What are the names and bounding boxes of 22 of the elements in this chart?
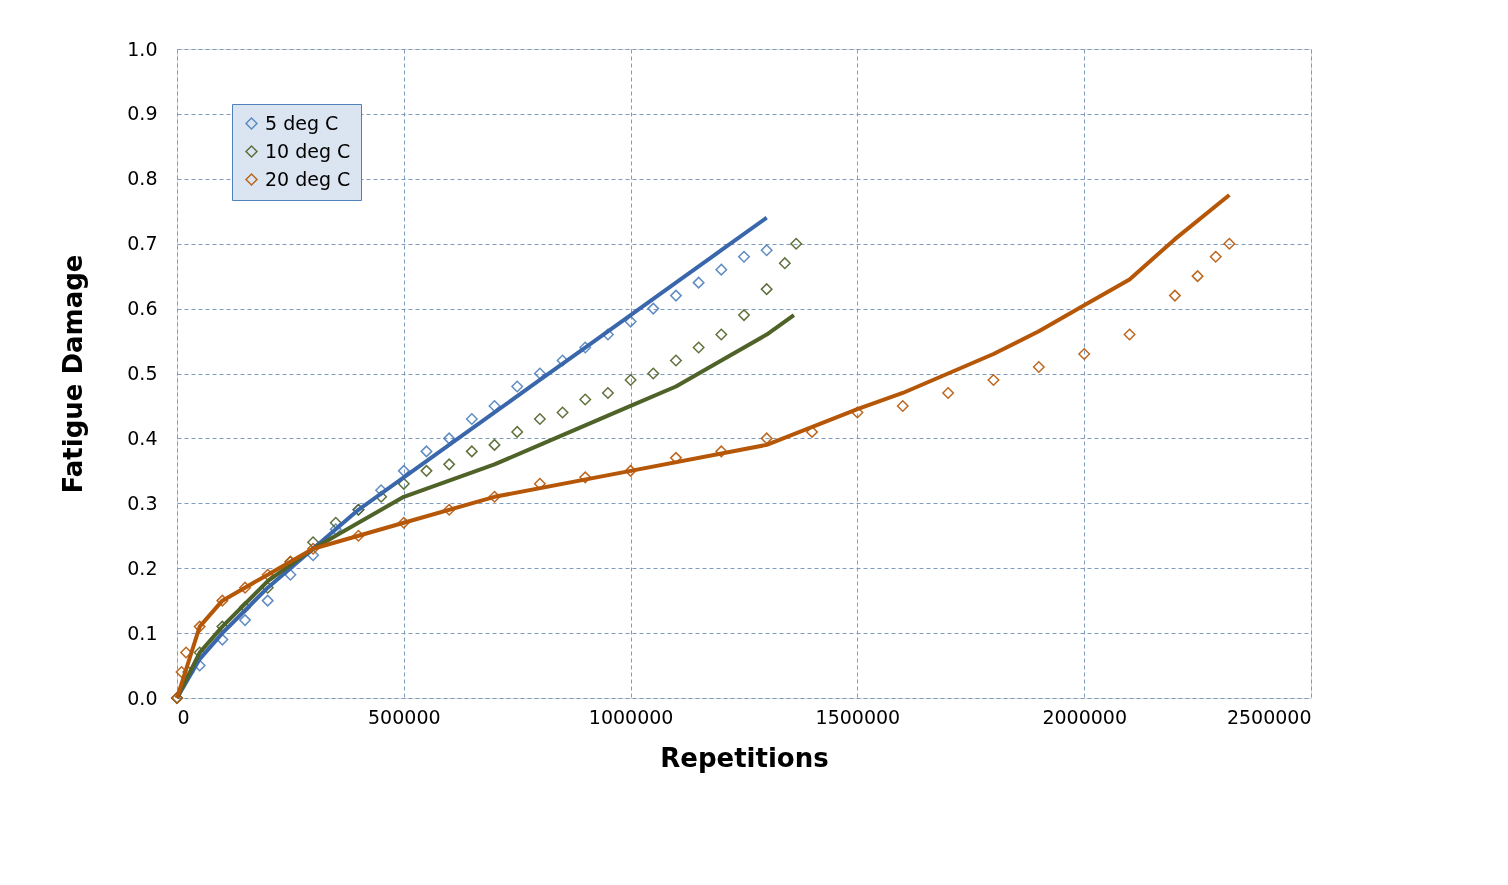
- y-tick-label: 0.8: [127, 167, 158, 190]
- y-tick-label: 0.4: [127, 426, 158, 449]
- x-axis-title: Repetitions: [660, 742, 829, 773]
- y-tick-label: 0.0: [127, 686, 158, 709]
- y-tick-label: 0.9: [127, 102, 158, 125]
- x-tick-label: 500000: [368, 705, 441, 728]
- x-tick-label: 2500000: [1226, 705, 1312, 728]
- legend-label: 5 deg C: [265, 111, 339, 134]
- y-axis-title: Fatigue Damage: [58, 254, 89, 494]
- y-tick-label: 0.3: [127, 491, 158, 514]
- x-tick-label: 1500000: [815, 705, 901, 728]
- x-tick-label: 1000000: [588, 705, 674, 728]
- x-tick-label: 0: [177, 705, 190, 728]
- y-tick-label: 0.7: [127, 232, 158, 255]
- y-tick-label: 0.2: [127, 556, 158, 579]
- y-tick-label: 0.1: [127, 621, 158, 644]
- y-tick-label: 0.6: [127, 297, 158, 320]
- legend-label: 10 deg C: [265, 139, 351, 162]
- x-tick-label: 2000000: [1042, 705, 1128, 728]
- y-tick-label: 1.0: [127, 37, 158, 60]
- y-tick-label: 0.5: [127, 362, 158, 384]
- legend-label: 20 deg C: [265, 167, 351, 190]
